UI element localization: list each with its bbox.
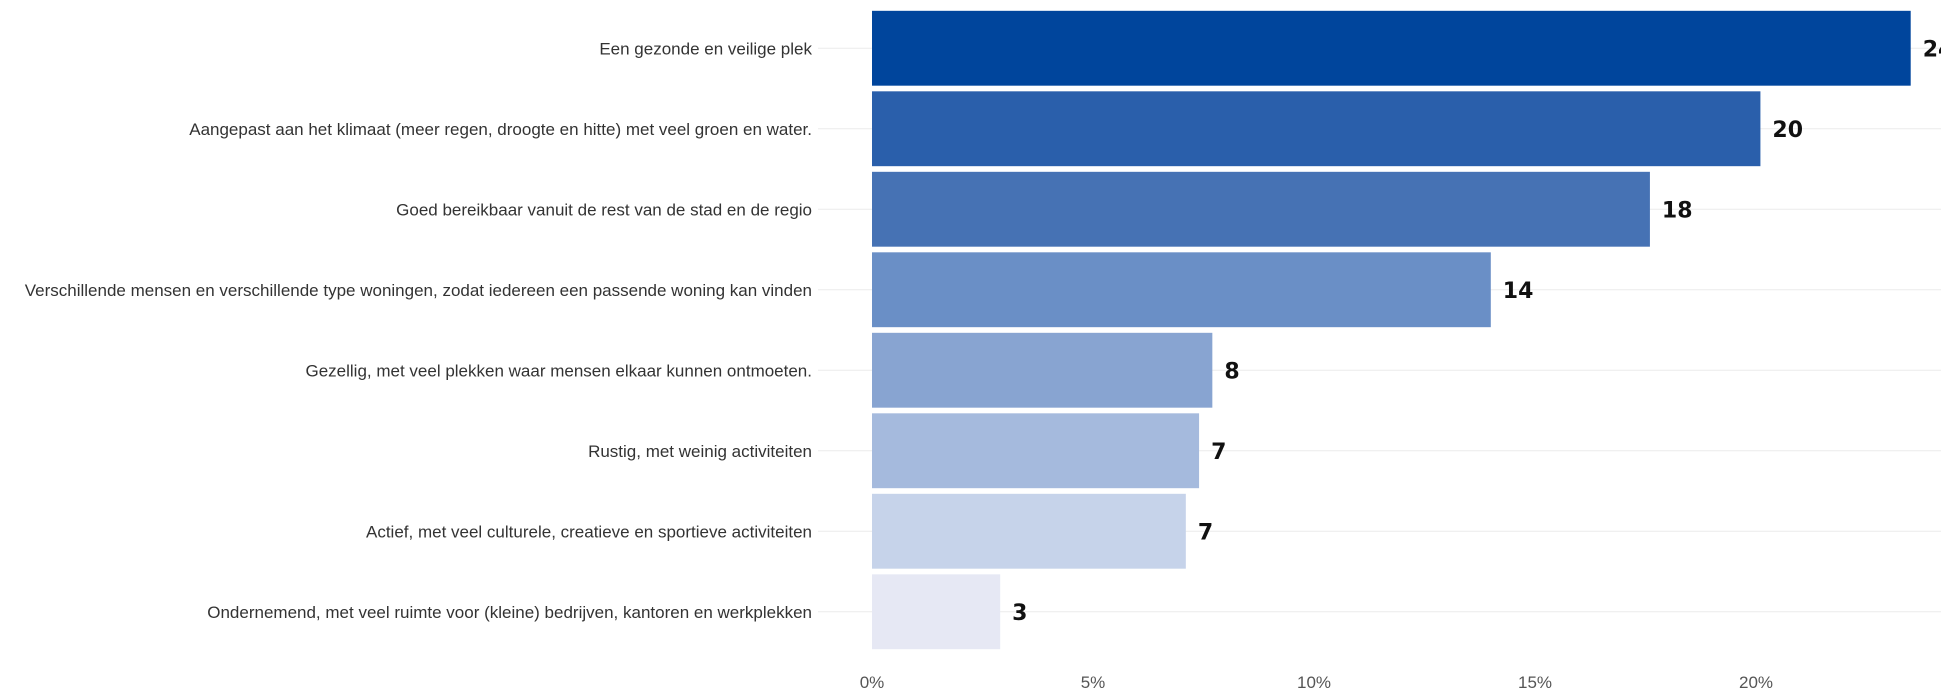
value-label: 7 — [1211, 440, 1226, 465]
value-label: 20 — [1772, 118, 1803, 143]
x-axis-ticks: 0% 5% 10% 15% 20% — [860, 673, 1773, 692]
category-label: Ondernemend, met veel ruimte voor (klein… — [207, 603, 812, 622]
x-tick-label: 0% — [860, 673, 885, 692]
category-labels: Een gezonde en veilige plek Aangepast aan… — [25, 39, 813, 622]
bars — [872, 10, 1911, 650]
bar — [872, 91, 1761, 167]
bar — [872, 252, 1491, 328]
bar — [872, 10, 1911, 86]
value-label: 14 — [1503, 279, 1534, 304]
value-label: 8 — [1224, 359, 1239, 384]
bar — [872, 413, 1200, 489]
category-label: Aangepast aan het klimaat (meer regen, d… — [189, 120, 812, 139]
value-labels: 24 20 18 14 8 7 7 3 — [1012, 37, 1941, 626]
bar — [872, 332, 1213, 408]
bar — [872, 171, 1650, 247]
x-tick-label: 15% — [1518, 673, 1552, 692]
x-tick-label: 5% — [1081, 673, 1106, 692]
x-tick-label: 20% — [1739, 673, 1773, 692]
category-label: Goed bereikbaar vanuit de rest van de st… — [396, 200, 812, 219]
value-label: 3 — [1012, 601, 1027, 626]
category-label: Gezellig, met veel plekken waar mensen e… — [305, 361, 812, 380]
category-label: Verschillende mensen en verschillende ty… — [25, 281, 812, 300]
bar — [872, 574, 1001, 650]
bar — [872, 493, 1186, 569]
x-tick-label: 10% — [1297, 673, 1331, 692]
category-label: Actief, met veel culturele, creatieve en… — [366, 522, 812, 541]
value-label: 18 — [1662, 198, 1693, 223]
category-label: Een gezonde en veilige plek — [599, 39, 812, 58]
value-label: 24 — [1923, 37, 1941, 62]
category-label: Rustig, met weinig activiteiten — [588, 442, 812, 461]
value-label: 7 — [1198, 520, 1213, 545]
